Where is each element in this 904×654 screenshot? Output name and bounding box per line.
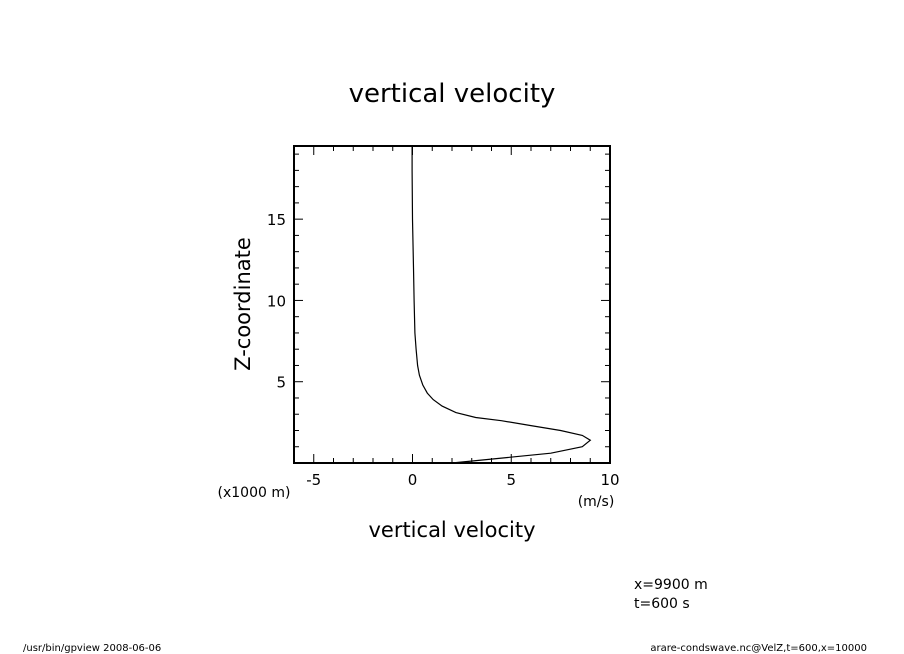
time-annotation: t=600 s xyxy=(634,596,690,612)
plot-frame xyxy=(293,145,611,464)
footer-program: /usr/bin/gpview 2008-06-06 xyxy=(23,643,161,654)
y-tick-label: 10 xyxy=(267,292,286,310)
y-axis-label: Z-coordinate xyxy=(231,237,255,371)
x-tick-label: 0 xyxy=(408,471,418,489)
axis-ticks xyxy=(293,146,611,464)
y-tick-label: 5 xyxy=(276,374,286,392)
y-tick-label: 15 xyxy=(267,211,286,229)
tick-labels: -5 0 5 10 5 10 15 xyxy=(267,211,620,489)
chart-title: vertical velocity xyxy=(349,79,556,109)
x-unit-label: (m/s) xyxy=(578,494,615,510)
x-tick-label: -5 xyxy=(306,471,321,489)
position-annotation: x=9900 m xyxy=(634,577,708,593)
x-axis-label: vertical velocity xyxy=(368,518,535,542)
x-tick-label: 5 xyxy=(506,471,516,489)
x-tick-label: 10 xyxy=(600,471,619,489)
footer-source: arare-condswave.nc@VelZ,t=600,x=10000 xyxy=(650,643,867,654)
series-line xyxy=(411,146,592,464)
y-unit-label: (x1000 m) xyxy=(218,485,291,501)
